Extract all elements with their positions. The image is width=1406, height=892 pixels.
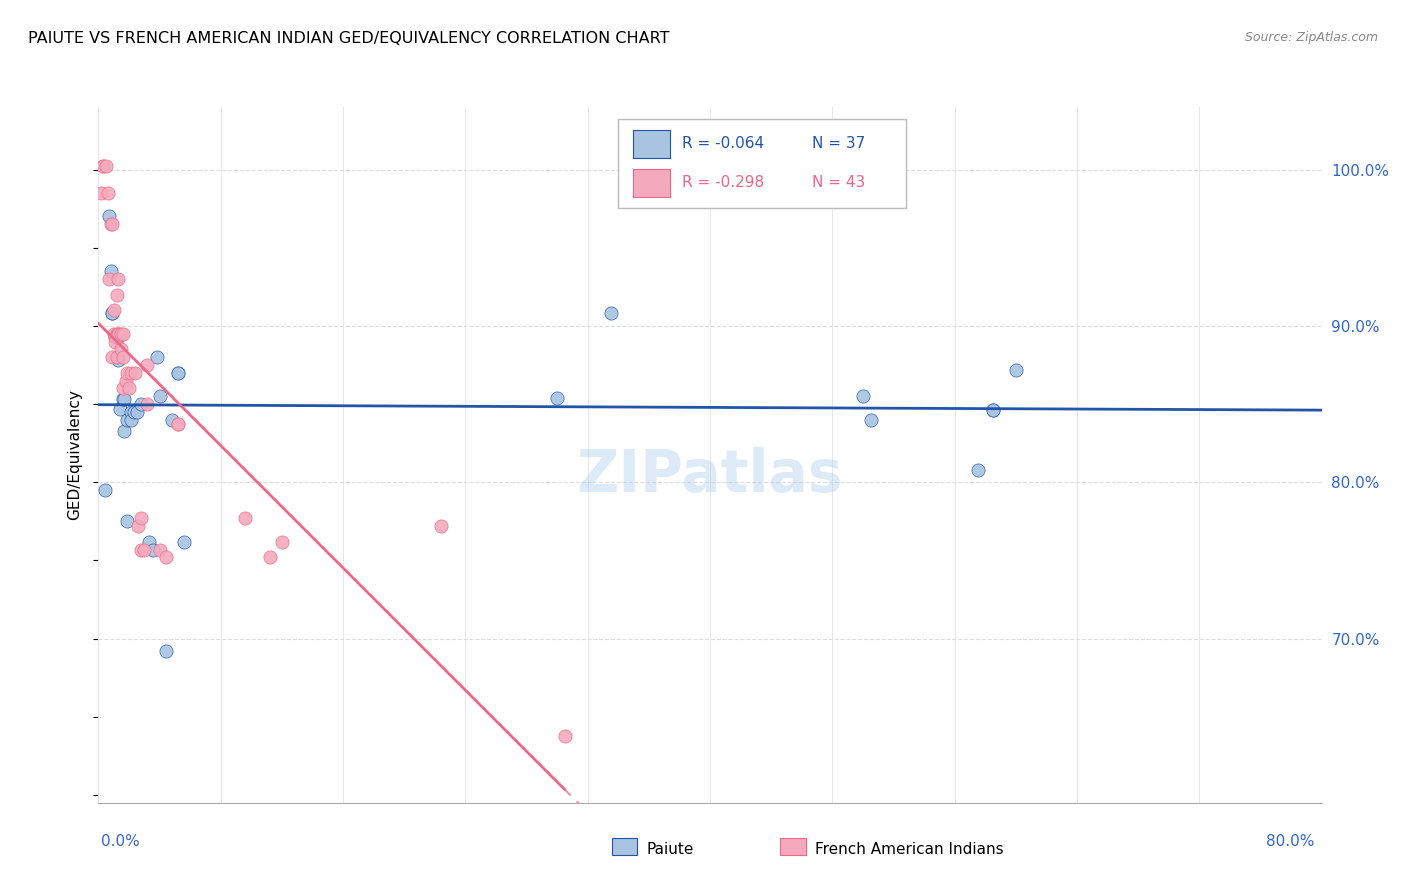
Point	[167, 366, 190, 380]
Point	[105, 330, 128, 344]
Point	[155, 644, 177, 658]
Text: R = -0.064: R = -0.064	[682, 136, 763, 152]
Point	[90, 186, 112, 200]
Point	[138, 534, 160, 549]
Point	[966, 463, 988, 477]
Point	[111, 326, 134, 341]
Point	[167, 417, 190, 432]
Point	[107, 326, 129, 341]
Bar	[612, 838, 637, 855]
Bar	[633, 169, 669, 197]
Point	[136, 358, 159, 372]
FancyBboxPatch shape	[619, 119, 905, 208]
Point	[98, 210, 121, 224]
Point	[127, 519, 149, 533]
Point	[110, 326, 132, 341]
Point	[105, 287, 128, 301]
Point	[270, 534, 292, 549]
Point	[173, 534, 195, 549]
Point	[167, 417, 190, 432]
Point	[107, 272, 129, 286]
Point	[149, 542, 172, 557]
Text: 0.0%: 0.0%	[101, 834, 141, 849]
Point	[160, 413, 183, 427]
Point	[103, 303, 125, 318]
Bar	[633, 130, 669, 158]
Point	[103, 326, 125, 341]
Bar	[780, 838, 806, 855]
Point	[111, 392, 134, 407]
Text: 80.0%: 80.0%	[1267, 834, 1315, 849]
Point	[233, 511, 256, 525]
Point	[124, 366, 146, 380]
Point	[111, 382, 134, 396]
Point	[1004, 362, 1026, 376]
Point	[101, 217, 124, 231]
Point	[155, 550, 177, 565]
Point	[117, 514, 139, 528]
Point	[852, 389, 875, 403]
Point	[100, 264, 122, 278]
Point	[105, 350, 128, 364]
Point	[110, 343, 132, 357]
Point	[120, 413, 142, 427]
Text: PAIUTE VS FRENCH AMERICAN INDIAN GED/EQUIVALENCY CORRELATION CHART: PAIUTE VS FRENCH AMERICAN INDIAN GED/EQU…	[28, 31, 669, 46]
Point	[101, 306, 124, 320]
Point	[981, 403, 1004, 417]
Point	[167, 366, 190, 380]
Point	[129, 542, 152, 557]
Point	[108, 401, 131, 416]
Point	[107, 353, 129, 368]
Point	[554, 729, 576, 743]
Point	[118, 382, 141, 396]
Point	[259, 550, 281, 565]
Point	[859, 413, 882, 427]
Text: N = 37: N = 37	[811, 136, 865, 152]
Point	[142, 542, 165, 557]
Text: Paiute: Paiute	[647, 842, 695, 856]
Point	[546, 391, 568, 405]
Point	[104, 330, 127, 344]
Y-axis label: GED/Equivalency: GED/Equivalency	[67, 390, 83, 520]
Point	[136, 397, 159, 411]
Point	[97, 186, 120, 200]
Point	[129, 397, 152, 411]
Point	[125, 405, 148, 419]
Point	[129, 511, 152, 525]
Point	[599, 306, 621, 320]
Point	[98, 272, 121, 286]
Point	[430, 519, 453, 533]
Point	[112, 424, 135, 438]
Point	[91, 160, 114, 174]
Text: N = 43: N = 43	[811, 176, 865, 191]
Point	[93, 483, 115, 497]
Point	[111, 350, 134, 364]
Point	[101, 306, 124, 320]
Point	[105, 326, 128, 341]
Point	[117, 366, 139, 380]
Point	[101, 350, 124, 364]
Point	[100, 217, 122, 231]
Point	[145, 350, 167, 364]
Point	[91, 160, 114, 174]
Point	[117, 413, 139, 427]
Point	[112, 392, 135, 407]
Point	[134, 542, 156, 557]
Point	[107, 330, 129, 344]
Text: ZIPatlas: ZIPatlas	[576, 447, 844, 504]
Point	[104, 334, 127, 349]
Point	[149, 389, 172, 403]
Point	[120, 405, 142, 419]
Point	[94, 160, 117, 174]
Point	[122, 405, 145, 419]
Text: Source: ZipAtlas.com: Source: ZipAtlas.com	[1244, 31, 1378, 45]
Text: French American Indians: French American Indians	[815, 842, 1004, 856]
Point	[115, 374, 138, 388]
Text: R = -0.298: R = -0.298	[682, 176, 763, 191]
Point	[981, 403, 1004, 417]
Point	[120, 366, 142, 380]
Point	[107, 326, 129, 341]
